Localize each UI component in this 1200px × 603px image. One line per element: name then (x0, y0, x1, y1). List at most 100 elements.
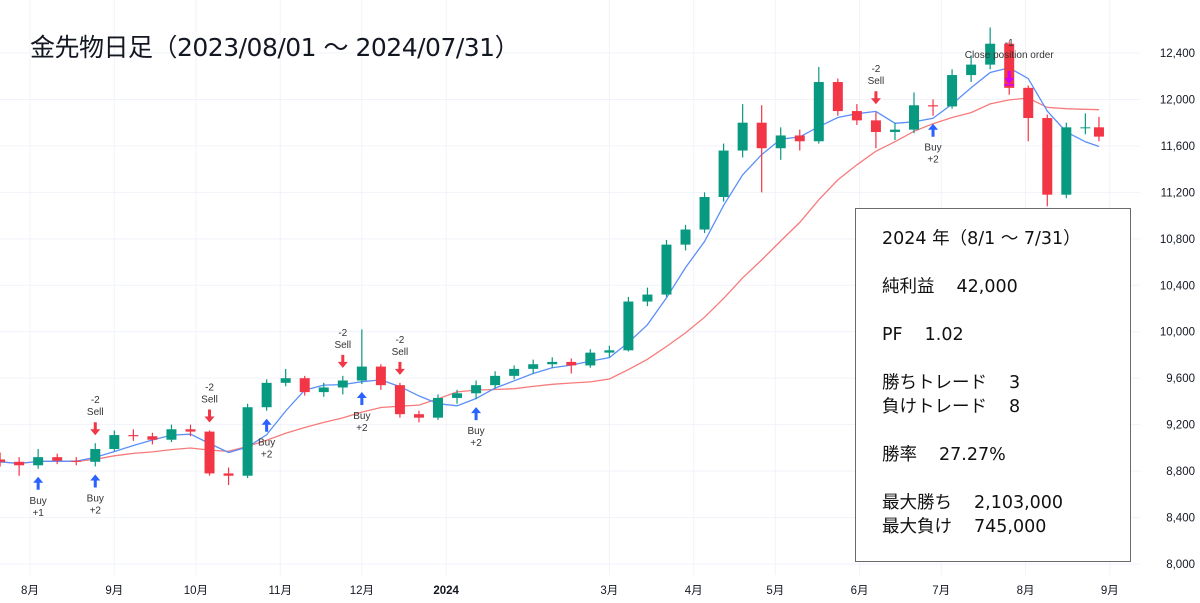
x-tick-label: 4月 (685, 585, 703, 597)
signal-label: Buy (353, 411, 370, 422)
candle-body (737, 122, 748, 151)
stat-value: 2,103,000 (974, 493, 1064, 513)
x-tick-label: 11月 (269, 585, 292, 597)
candle-body (775, 135, 786, 149)
stat-value: 745,000 (974, 517, 1047, 537)
signal-label: -2 (205, 382, 214, 393)
candle-body (109, 435, 120, 450)
stat-value: 42,000 (956, 277, 1018, 297)
stat-label: 勝率 (882, 445, 917, 465)
buy-arrow-icon (928, 123, 939, 137)
candle-body (623, 301, 634, 351)
stat-net-profit: 純利益 42,000 (882, 275, 1130, 299)
candle-body (870, 120, 881, 132)
x-tick-label: 9月 (105, 585, 123, 597)
candle-body (794, 135, 805, 142)
buy-arrow-icon (33, 476, 44, 490)
signal-label: +2 (90, 505, 102, 516)
candle-body (242, 407, 253, 476)
sell-arrow-icon (90, 422, 101, 436)
signal-label: Buy (30, 496, 47, 507)
candle-body (928, 105, 939, 107)
stat-label: 負けトレード (882, 397, 987, 417)
stats-period: 2024 年（8/1 〜 7/31） (882, 229, 1081, 249)
y-tick-label: 10,400 (1160, 280, 1195, 292)
ma-slow-line (0, 97, 1100, 465)
stats-panel: 2024 年（8/1 〜 7/31） 純利益 42,000 PF 1.02 勝ちトレ… (855, 208, 1131, 562)
signal-label: Sell (334, 340, 351, 351)
candle-body (433, 397, 443, 418)
signal-label: -1 (1005, 38, 1014, 49)
y-tick-label: 12,400 (1160, 48, 1195, 60)
candle-body (356, 366, 367, 381)
signal-label: +2 (927, 155, 939, 166)
candle-body (1061, 127, 1072, 195)
stat-losses: 負けトレード 8 (882, 395, 1130, 419)
stat-value: 8 (1009, 397, 1021, 417)
signal-label: Buy (467, 426, 484, 437)
stat-max-win: 最大勝ち 2,103,000 (882, 491, 1130, 515)
candle-body (471, 385, 482, 394)
candle-body (0, 459, 6, 462)
candle-body (909, 105, 919, 130)
signal-label: +2 (470, 438, 482, 449)
signal-label: Sell (201, 394, 218, 405)
buy-arrow-icon (356, 391, 367, 405)
x-tick-label: 8月 (1017, 585, 1035, 597)
y-tick-label: 10,000 (1160, 327, 1195, 339)
sell-arrow-icon (394, 361, 405, 375)
candle-body (280, 378, 291, 383)
candle-body (261, 382, 272, 408)
y-tick-label: 8,400 (1166, 513, 1195, 525)
signal-label: +2 (261, 450, 273, 461)
signal-label: -2 (91, 395, 100, 406)
candle-body (337, 380, 348, 388)
signal-label: -2 (871, 64, 880, 75)
y-tick-label: 8,800 (1166, 466, 1195, 478)
candle-body (299, 378, 310, 393)
signal-label: Close position order (965, 50, 1055, 61)
stat-value: 1.02 (924, 325, 964, 345)
stat-pf: PF 1.02 (882, 323, 1130, 347)
close-arrow-icon (1004, 70, 1015, 84)
stat-label: 最大勝ち (882, 493, 952, 513)
signal-label: -2 (395, 335, 404, 346)
candle-body (1023, 87, 1034, 119)
stat-label: 純利益 (882, 277, 935, 297)
x-tick-label: 12月 (350, 585, 374, 597)
candle-body (680, 229, 691, 245)
candle-body (490, 375, 501, 386)
signal-label: Buy (258, 438, 275, 449)
x-tick-label: 8月 (21, 585, 39, 597)
candle-body (1093, 127, 1104, 137)
candle-body (33, 457, 44, 466)
candle-body (452, 393, 463, 398)
candle-body (52, 457, 63, 461)
stat-label: 勝ちトレード (882, 373, 987, 393)
candle-body (889, 129, 900, 132)
signal-label: Buy (924, 143, 941, 154)
candle-body (604, 350, 615, 353)
buy-arrow-icon (471, 407, 482, 421)
stat-wins: 勝ちトレード 3 (882, 371, 1130, 395)
candle-body (966, 64, 977, 76)
signal-label: Buy (87, 493, 104, 504)
candle-body (1042, 118, 1053, 195)
candle-body (547, 361, 558, 365)
candle-body (851, 111, 862, 121)
y-tick-label: 10,800 (1160, 234, 1195, 246)
signal-label: Sell (868, 76, 885, 87)
stat-max-loss: 最大負け 745,000 (882, 515, 1130, 539)
stat-win-rate: 勝率 27.27% (882, 443, 1130, 467)
candle-body (90, 449, 101, 462)
stat-value: 3 (1009, 373, 1021, 393)
signal-label: Sell (392, 347, 409, 358)
candle-body (832, 82, 843, 112)
candle-body (566, 361, 577, 366)
stat-value: 27.27% (939, 445, 1006, 465)
candle-body (1080, 127, 1091, 129)
candle-body (166, 429, 177, 440)
candle-body (718, 150, 729, 198)
candle-body (185, 429, 196, 432)
